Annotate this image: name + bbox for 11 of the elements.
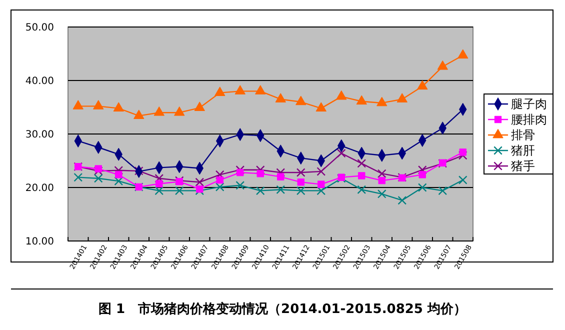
text: 图 1 市场猪肉价格变动情况（2014.01-2015.0825 均价） <box>98 301 467 317</box>
y-tick-label: 20.00 <box>25 183 54 194</box>
y-tick-label: 40.00 <box>25 76 54 87</box>
legend-label: 猪手 <box>511 159 535 174</box>
y-tick-label: 30.00 <box>25 130 54 140</box>
legend-label: 腿子肉 <box>511 97 547 112</box>
y-tick-label: 10.00 <box>25 236 54 248</box>
legend-label: 腰排肉 <box>511 112 547 127</box>
legend-label: 猪肝 <box>511 144 535 158</box>
y-tick-label: 50.00 <box>25 22 54 34</box>
legend-label: 排骨 <box>511 128 535 142</box>
